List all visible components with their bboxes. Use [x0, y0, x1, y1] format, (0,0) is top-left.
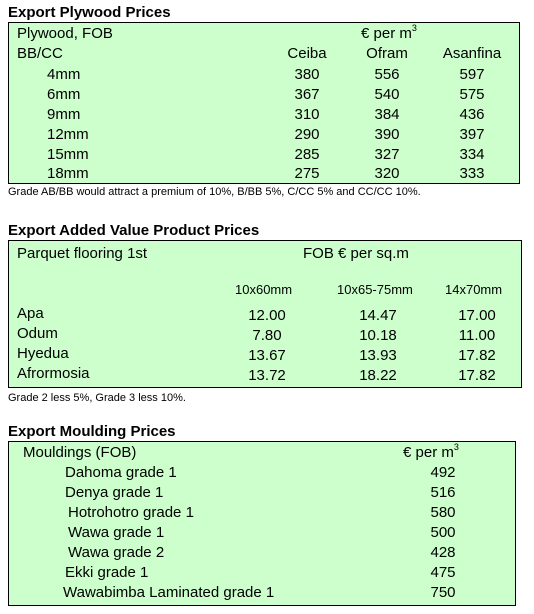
moulding-unit: € per m3	[403, 442, 459, 461]
added-value-unit: FOB € per sq.m	[303, 245, 409, 262]
added-value-note: Grade 2 less 5%, Grade 3 less 10%.	[8, 392, 186, 404]
moulding-title: Export Moulding Prices	[8, 423, 176, 440]
plywood-unit: € per m3	[361, 23, 417, 42]
plywood-col-ofram: Ofram	[366, 45, 408, 62]
plywood-head-grade: BB/CC	[17, 45, 63, 62]
plywood-col-ceiba: Ceiba	[287, 45, 327, 62]
added-value-col-14x70: 14x70mm	[445, 282, 503, 297]
plywood-col-asanfina: Asanfina	[442, 45, 502, 62]
added-value-col-10x60: 10x60mm	[235, 282, 293, 297]
moulding-table: Mouldings (FOB) € per m3 Dahoma grade 1 …	[8, 441, 516, 606]
added-value-title: Export Added Value Product Prices	[8, 222, 260, 239]
added-value-table: Parquet flooring 1st FOB € per sq.m 10x6…	[8, 240, 522, 388]
moulding-head-product: Mouldings (FOB)	[23, 444, 137, 461]
plywood-head-product: Plywood, FOB	[17, 25, 113, 42]
added-value-head-product: Parquet flooring 1st	[17, 245, 148, 262]
added-value-col-10x65-75: 10x65-75mm	[337, 282, 413, 297]
plywood-table: Plywood, FOB BB/CC € per m3 Ceiba Ofram …	[8, 22, 520, 184]
plywood-note: Grade AB/BB would attract a premium of 1…	[8, 186, 421, 198]
plywood-title: Export Plywood Prices	[8, 4, 171, 21]
